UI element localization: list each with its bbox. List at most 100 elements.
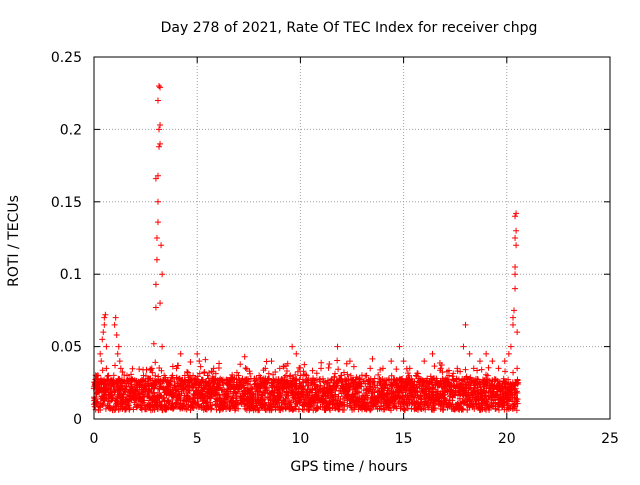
data-point — [449, 397, 456, 404]
data-point — [294, 368, 301, 375]
data-point — [186, 373, 193, 380]
data-point — [325, 364, 332, 371]
data-point — [432, 405, 439, 412]
data-point — [512, 235, 519, 241]
data-point — [175, 362, 182, 369]
data-point — [216, 360, 223, 367]
data-point — [220, 405, 227, 412]
data-point — [324, 393, 331, 400]
data-point — [502, 368, 509, 375]
data-point — [121, 372, 128, 379]
data-point — [313, 370, 320, 377]
data-point — [117, 365, 124, 372]
data-point — [346, 358, 353, 365]
data-point — [483, 376, 490, 383]
data-point — [357, 376, 364, 383]
data-point — [160, 384, 167, 391]
data-point — [501, 358, 508, 365]
data-point — [474, 367, 481, 374]
data-point — [152, 304, 159, 311]
data-point — [332, 370, 339, 377]
data-point — [426, 403, 433, 410]
data-point — [103, 365, 110, 372]
data-point — [499, 402, 506, 409]
y-tick-label: 0.15 — [51, 195, 82, 211]
data-point — [194, 350, 201, 357]
data-point — [318, 359, 325, 366]
data-point — [271, 392, 278, 399]
data-point — [213, 396, 220, 403]
data-point — [459, 405, 466, 412]
data-point — [103, 343, 110, 350]
data-point — [186, 387, 193, 394]
data-point — [514, 329, 521, 336]
data-point — [338, 372, 345, 379]
data-point — [112, 314, 119, 321]
data-point — [136, 366, 143, 373]
data-point — [393, 366, 400, 373]
chart-title: Day 278 of 2021, Rate Of TEC Index for r… — [161, 20, 538, 36]
data-point — [159, 343, 166, 350]
data-point — [260, 367, 267, 374]
data-point — [99, 336, 106, 343]
data-point — [293, 350, 300, 357]
data-point — [311, 392, 318, 399]
x-tick-label: 25 — [601, 431, 619, 447]
data-point — [91, 403, 98, 410]
data-point — [332, 392, 339, 399]
data-point — [116, 358, 123, 365]
data-point — [184, 368, 191, 375]
data-point — [284, 360, 291, 367]
data-point — [317, 382, 324, 389]
data-point — [377, 366, 384, 373]
data-point — [150, 340, 157, 347]
data-point — [114, 350, 121, 357]
data-point — [466, 350, 473, 357]
data-point — [505, 350, 512, 357]
data-point — [259, 388, 266, 395]
data-point — [100, 329, 107, 336]
data-point — [115, 343, 122, 350]
data-point — [478, 366, 485, 373]
data-point — [156, 143, 163, 150]
data-point — [350, 363, 357, 370]
data-point — [289, 407, 296, 414]
data-point — [418, 395, 425, 402]
data-point — [500, 375, 507, 382]
data-point — [390, 402, 397, 409]
data-point — [450, 370, 457, 377]
data-point — [263, 358, 270, 365]
data-point — [316, 386, 323, 393]
y-tick-label: 0 — [73, 412, 82, 428]
data-point — [362, 372, 369, 379]
data-point — [375, 371, 382, 378]
data-point — [101, 321, 108, 328]
data-point — [284, 392, 291, 399]
data-point — [328, 377, 335, 384]
x-tick-label: 20 — [498, 431, 516, 447]
y-tick-label: 0.2 — [60, 122, 82, 138]
data-point — [99, 367, 106, 374]
data-point — [513, 210, 520, 217]
data-point — [97, 350, 104, 357]
data-point — [364, 392, 371, 399]
data-point — [343, 360, 350, 367]
data-point — [281, 374, 288, 381]
data-point — [169, 363, 176, 370]
data-point — [334, 357, 341, 364]
x-tick-label: 0 — [90, 431, 99, 447]
data-point — [314, 405, 321, 412]
data-point — [411, 394, 418, 401]
data-point — [489, 358, 496, 365]
data-point — [512, 263, 519, 270]
data-point — [111, 321, 118, 328]
data-point — [119, 368, 126, 375]
axis-ticks: 0 5 10 15 20 25 0 0.05 0.1 0.15 0.2 0.25 — [51, 50, 619, 447]
data-point — [514, 400, 521, 407]
plot-frame — [93, 56, 611, 420]
data-point — [457, 368, 464, 375]
data-point — [358, 383, 365, 390]
data-point — [104, 373, 111, 380]
data-point — [512, 285, 519, 292]
data-point — [429, 350, 436, 357]
